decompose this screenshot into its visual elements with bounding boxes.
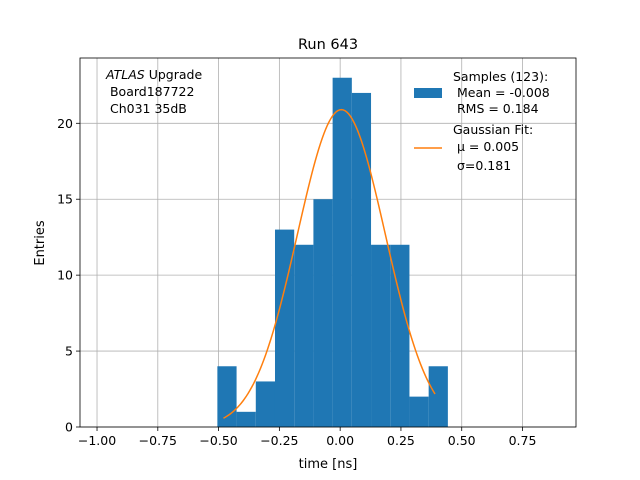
histogram-bar <box>217 366 237 427</box>
chart-title: Run 643 <box>298 37 358 53</box>
annotation-italic: ATLAS <box>105 67 145 82</box>
annotation-rest: Upgrade <box>145 67 203 82</box>
x-tick-label: −0.50 <box>199 433 237 448</box>
histogram-bar <box>294 244 314 427</box>
legend-samples-swatch <box>414 88 442 98</box>
histogram-bar <box>390 244 410 427</box>
legend-fit-line-2: μ = 0.005 <box>453 139 519 154</box>
legend-samples-line-2: Mean = -0.008 <box>453 85 550 100</box>
histogram-bar <box>236 411 256 427</box>
histogram-bar <box>371 244 391 427</box>
histogram-bar <box>274 229 295 427</box>
atlas-annotation: ATLAS Upgrade Board187722 Ch031 35dB <box>105 67 202 116</box>
y-tick-label: 20 <box>57 116 73 131</box>
y-tick-label: 5 <box>65 344 73 359</box>
x-tick-label: 0.75 <box>509 433 537 448</box>
legend-fit-line-1: Gaussian Fit: <box>453 122 533 137</box>
y-tick-label: 15 <box>57 192 73 207</box>
histogram-bar <box>332 77 352 428</box>
x-tick-label: 0.00 <box>326 433 354 448</box>
y-axis-label: Entries <box>33 220 48 266</box>
annotation-line-2: Board187722 <box>106 84 194 99</box>
legend: Samples (123): Mean = -0.008 RMS = 0.184… <box>414 69 550 173</box>
x-axis-label: time [ns] <box>299 457 358 472</box>
x-tick-label: −0.75 <box>139 433 177 448</box>
y-tick-label: 10 <box>57 268 73 283</box>
x-tick-label: −1.00 <box>78 433 116 448</box>
x-tick-label: 0.25 <box>387 433 415 448</box>
annotation-line-3: Ch031 35dB <box>106 101 187 116</box>
histogram-bar <box>428 366 448 427</box>
x-axis-ticks: −1.00 −0.75 −0.50 −0.25 0.00 0.25 0.50 0.75 <box>78 427 537 448</box>
annotation-line-1: ATLAS Upgrade <box>105 67 202 82</box>
plot-frame <box>79 57 577 428</box>
histogram-bar <box>255 381 275 427</box>
y-axis-ticks: 0 5 10 15 20 <box>57 116 80 435</box>
y-tick-label: 0 <box>65 420 73 435</box>
legend-samples-line-3: RMS = 0.184 <box>453 101 539 116</box>
histogram-bar <box>313 199 333 427</box>
histogram-bar <box>351 92 372 427</box>
legend-samples-line-1: Samples (123): <box>453 69 548 84</box>
gaussian-fit-line <box>223 108 436 419</box>
legend-fit-line-3: σ=0.181 <box>453 158 511 173</box>
histogram-bar <box>409 396 429 427</box>
x-tick-label: 0.50 <box>448 433 476 448</box>
x-tick-label: −0.25 <box>260 433 298 448</box>
